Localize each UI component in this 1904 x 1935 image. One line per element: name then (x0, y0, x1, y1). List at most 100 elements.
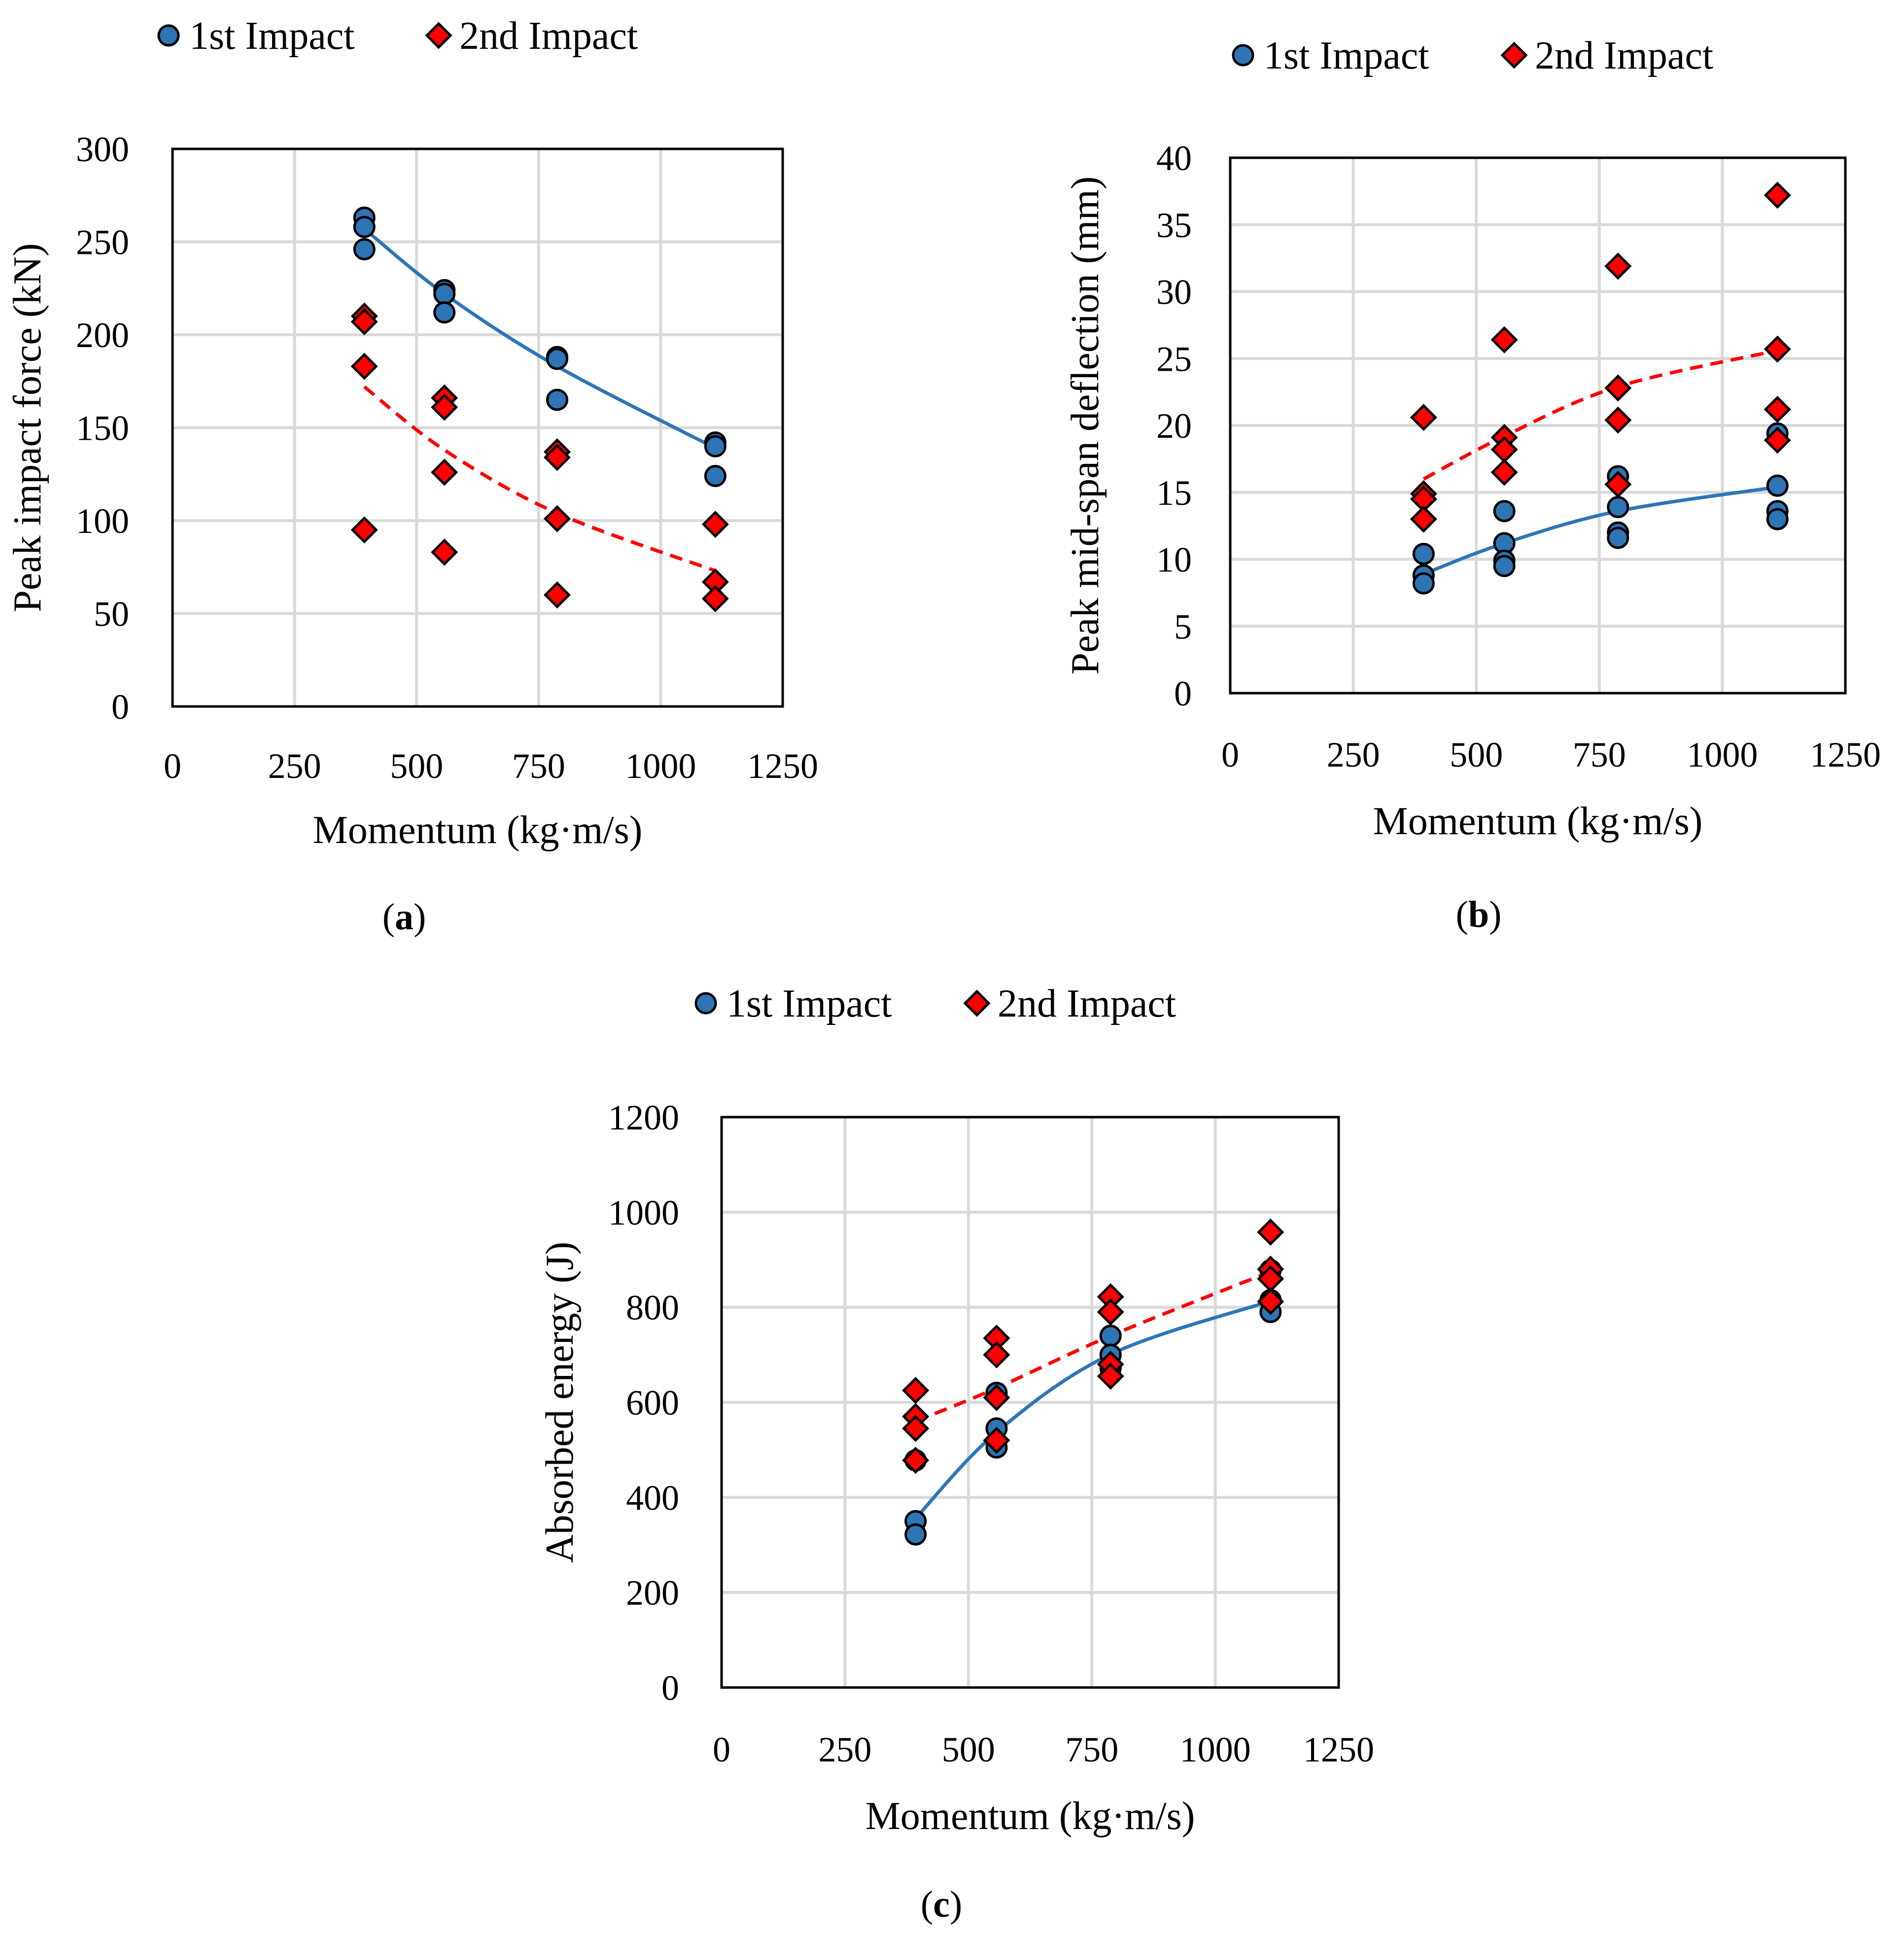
y-tick-label: 150 (76, 409, 129, 448)
y-tick-label: 0 (111, 687, 129, 727)
y-tick-label: 30 (1156, 273, 1192, 312)
first-impact-point (1493, 555, 1516, 577)
first-impact-point (1412, 543, 1435, 565)
legend-diamond-icon (1500, 41, 1528, 69)
y-tick-label: 1200 (608, 1098, 679, 1137)
legend-first-impact: 1st Impact (189, 14, 354, 58)
x-tick-label: 500 (942, 1730, 995, 1769)
panel-caption: (b) (1456, 894, 1502, 935)
x-tick-label: 1250 (1303, 1730, 1374, 1769)
y-tick-label: 0 (1174, 674, 1192, 713)
second-impact-point (350, 308, 378, 336)
second-impact-point (701, 511, 729, 538)
second-impact-point (543, 581, 571, 609)
second-impact-trendline (915, 1270, 1272, 1423)
second-impact-point (902, 1376, 930, 1404)
y-tick-label: 50 (94, 595, 129, 634)
y-tick-label: 40 (1156, 139, 1192, 178)
y-tick-label: 200 (76, 316, 129, 355)
second-impact-point (1410, 505, 1437, 533)
chart-panel-a: 0 250 500 750 1000 1250 0 50 100 150 200 250 300 Mome… (6, 14, 818, 938)
y-tick-label: 400 (626, 1478, 679, 1517)
y-tick-label: 100 (76, 501, 129, 541)
plot-frame (171, 147, 784, 708)
legend-circle-icon (157, 24, 180, 47)
first-impact-point (1766, 508, 1789, 530)
x-tick-label: 1250 (1810, 735, 1881, 774)
first-impact-point (704, 465, 727, 488)
legend: 1st Impact 2nd Impact (1232, 34, 1713, 77)
second-impact-point (1604, 406, 1632, 434)
second-impact-point (1490, 458, 1518, 486)
second-impact-point (1604, 252, 1632, 280)
legend-first-impact: 1st Impact (727, 982, 892, 1025)
y-tick-label: 5 (1174, 607, 1192, 646)
y-tick-label: 35 (1156, 206, 1192, 245)
second-impact-point (543, 505, 571, 532)
first-impact-point (1412, 572, 1435, 595)
y-tick-label: 200 (626, 1573, 679, 1613)
first-impact-point (546, 348, 568, 370)
second-impact-point (1764, 181, 1791, 209)
first-impact-point (353, 215, 376, 238)
x-axis-label: Momentum (kg·m/s) (865, 1794, 1195, 1838)
y-tick-label: 600 (626, 1383, 679, 1423)
x-tick-label: 1000 (1687, 735, 1758, 774)
first-impact-point (904, 1523, 927, 1546)
y-tick-label: 25 (1156, 339, 1192, 379)
legend-second-impact: 2nd Impact (1535, 34, 1713, 77)
panel-caption: (c) (921, 1884, 962, 1925)
x-tick-label: 250 (1327, 735, 1380, 774)
x-axis-label: Momentum (kg·m/s) (313, 809, 643, 852)
x-tick-label: 250 (818, 1730, 871, 1769)
y-axis-label: Absorbed energy (J) (538, 1242, 582, 1563)
x-tick-label: 1000 (1180, 1730, 1251, 1769)
second-impact-point (902, 1446, 930, 1474)
y-tick-label: 15 (1156, 473, 1192, 513)
second-impact-point (1764, 335, 1791, 363)
second-impact-point (1257, 1218, 1284, 1246)
y-tick-label: 250 (76, 223, 129, 262)
x-tick-label: 0 (713, 1730, 730, 1769)
second-impact-point (902, 1414, 930, 1442)
second-impact-trendline (363, 385, 716, 573)
first-impact-point (353, 238, 376, 261)
plot-frame (720, 1116, 1340, 1689)
second-impact-point (1410, 404, 1437, 431)
legend: 1st Impact 2nd Impact (694, 982, 1176, 1025)
y-axis-label: Peak impact force (kN) (6, 243, 49, 612)
second-impact-point (1604, 470, 1632, 498)
first-impact-point (433, 282, 456, 305)
first-impact-trendline (1423, 485, 1778, 576)
plot-frame (1229, 156, 1847, 695)
x-tick-label: 250 (268, 746, 321, 786)
second-impact-point (431, 538, 458, 566)
second-impact-point (983, 1427, 1010, 1454)
y-tick-label: 800 (626, 1288, 679, 1328)
x-tick-label: 1000 (625, 746, 696, 786)
first-impact-point (1607, 496, 1629, 519)
panel-caption: (a) (382, 896, 426, 938)
x-tick-label: 500 (390, 746, 443, 786)
first-impact-point (1607, 527, 1629, 549)
second-impact-point (543, 444, 571, 471)
x-tick-label: 0 (164, 746, 181, 786)
first-impact-point (704, 435, 727, 457)
x-tick-label: 500 (1450, 735, 1503, 774)
legend-circle-icon (694, 992, 717, 1015)
legend: 1st Impact 2nd Impact (157, 14, 638, 58)
chart-panel-b: 0 250 500 750 1000 1250 0 5 10 15 20 25 30 35 40 Moment… (1064, 34, 1881, 935)
second-impact-point (1490, 326, 1518, 353)
y-tick-label: 10 (1156, 540, 1192, 580)
y-tick-label: 20 (1156, 406, 1192, 446)
second-impact-point (350, 516, 378, 544)
x-axis-label: Momentum (kg·m/s) (1373, 800, 1703, 843)
second-impact-point (1097, 1298, 1124, 1326)
legend-diamond-icon (963, 989, 991, 1017)
legend-second-impact: 2nd Impact (459, 14, 638, 58)
second-impact-point (431, 393, 458, 421)
chart-panel-c: 0 250 500 750 1000 1250 0 200 400 600 800 1000 1200 M… (538, 982, 1374, 1925)
first-impact-point (1099, 1325, 1122, 1347)
y-tick-label: 0 (661, 1668, 679, 1708)
